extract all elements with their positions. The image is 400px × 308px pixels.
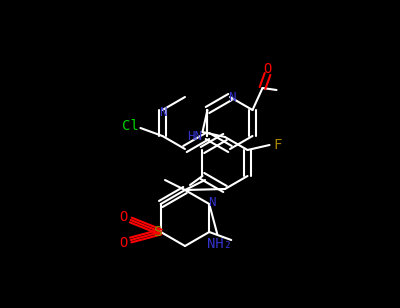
Text: O: O (263, 62, 272, 76)
Text: O: O (120, 236, 128, 250)
Text: Cl: Cl (122, 119, 139, 133)
Text: O: O (120, 210, 128, 224)
Text: N: N (159, 106, 166, 119)
Text: N: N (228, 91, 236, 103)
Text: S: S (154, 225, 162, 239)
Text: HN: HN (187, 129, 202, 143)
Text: F: F (273, 138, 282, 152)
Text: N: N (208, 196, 216, 209)
Text: NH₂: NH₂ (207, 237, 232, 251)
